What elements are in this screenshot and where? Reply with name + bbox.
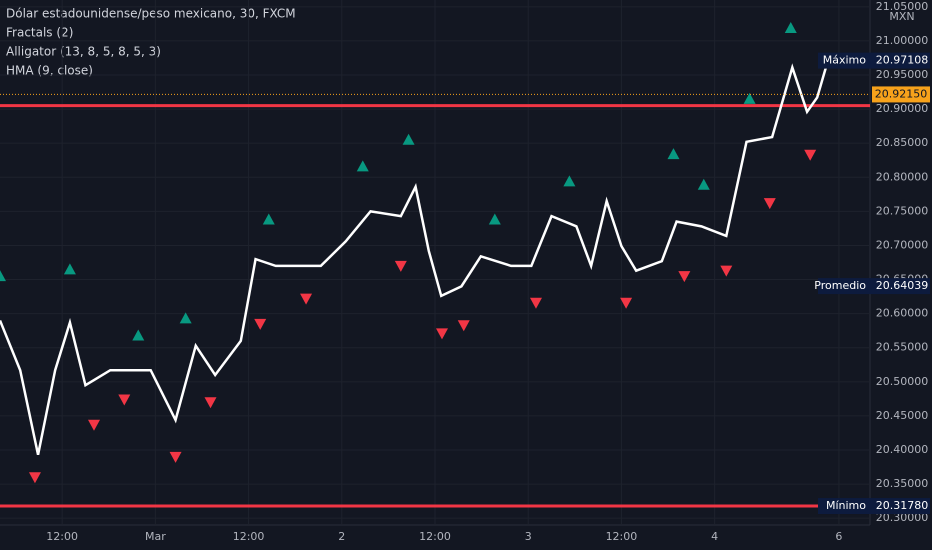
fractal-up [356,160,369,172]
price-label-box [818,498,930,515]
y-tick-label: 20.60000 [876,307,929,320]
fractal-down [169,451,182,463]
fractal-up [262,213,275,225]
x-tick-label: 12:00 [606,530,638,543]
last-price-label: 20.92150 [875,87,928,100]
x-tick-label: 2 [338,530,345,543]
price-label-value: 20.31780 [876,499,929,512]
hma-line [0,62,829,456]
fractal-down [804,149,817,161]
legend-item: HMA (9, close) [6,64,93,78]
fractal-down [394,260,407,272]
last-price-box [872,86,930,103]
y-tick-label: 20.95000 [876,68,929,81]
y-tick-label: 20.80000 [876,170,929,183]
x-tick-label: 12:00 [419,530,451,543]
fractal-down [118,394,131,406]
x-tick-label: 6 [835,530,842,543]
fractal-down [204,397,217,409]
legend-item: Fractals (2) [6,26,73,40]
fractal-down [720,265,733,277]
legend-item: Alligator (13, 8, 5, 8, 5, 3) [6,45,161,59]
fractal-up [667,148,680,160]
y-tick-label: 21.05000 [876,0,929,13]
fractal-up [63,263,76,275]
x-tick-label: 3 [525,530,532,543]
y-tick-label: 20.30000 [876,511,929,524]
x-tick-label: Mar [145,530,166,543]
fractal-down [529,297,542,309]
y-tick-label: 20.35000 [876,477,929,490]
price-label-name: Mínimo [826,499,866,512]
x-tick-label: 12:00 [46,530,78,543]
fractal-down [87,419,100,431]
fractal-down [457,320,470,332]
y-tick-label: 20.40000 [876,443,929,456]
fractal-down [300,293,313,305]
fractal-down [620,297,633,309]
y-tick-label: 20.75000 [876,204,929,217]
x-tick-label: 4 [711,530,718,543]
fractal-up [743,92,756,104]
fractal-down [678,271,691,283]
fractal-up [488,213,501,225]
price-label-box [818,278,930,295]
fractal-down [763,198,776,210]
unit-label: MXN [889,10,914,23]
fractal-up [0,270,6,282]
price-label-name: Máximo [823,54,867,67]
y-tick-label: 20.55000 [876,341,929,354]
y-tick-label: 20.90000 [876,102,929,115]
fractal-up [784,21,797,33]
y-tick-label: 20.85000 [876,136,929,149]
fractal-up [402,133,415,145]
y-tick-label: 20.50000 [876,375,929,388]
fractal-down [254,318,267,330]
fractal-up [179,312,192,324]
price-label-box [818,52,930,69]
price-label-name: Promedio [814,279,866,292]
price-label-value: 20.64039 [876,279,929,292]
fractal-up [563,175,576,187]
x-tick-label: 12:00 [233,530,265,543]
price-label-value: 20.97108 [876,54,929,67]
y-tick-label: 20.70000 [876,238,929,251]
fractal-up [697,178,710,190]
y-tick-label: 21.00000 [876,34,929,47]
fractal-down [435,328,448,340]
chart-title: Dólar estadounidense/peso mexicano, 30, … [6,7,296,21]
fractal-up [132,329,145,341]
fractal-down [28,472,41,484]
y-tick-label: 20.45000 [876,409,929,422]
